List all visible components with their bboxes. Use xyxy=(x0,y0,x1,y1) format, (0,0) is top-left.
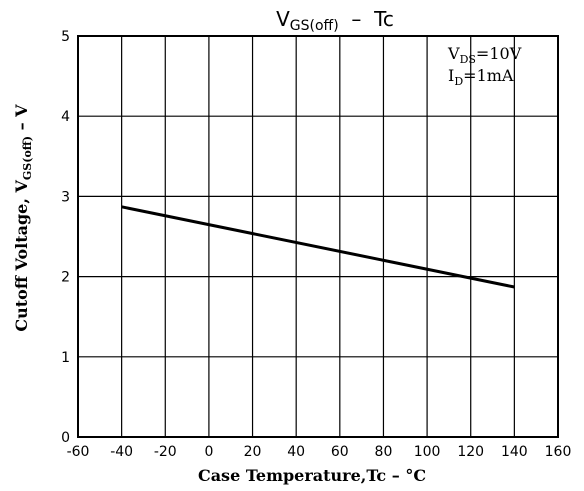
series xyxy=(121,205,515,289)
x-tick-label: -40 xyxy=(110,444,133,460)
condition-vds-main: V xyxy=(447,44,460,63)
grid xyxy=(77,35,559,438)
x-tick-label: 140 xyxy=(501,444,528,460)
condition-vds-sub: DS xyxy=(460,53,476,66)
y-axis-label-main: Cutoff Voltage, V xyxy=(12,180,31,332)
y-tick-label: 0 xyxy=(61,430,70,446)
condition-id-sub: D xyxy=(454,75,463,88)
plot-frame xyxy=(77,35,559,438)
series-line xyxy=(121,205,515,289)
chart-title-main: V xyxy=(276,7,290,31)
y-axis-label: Cutoff Voltage, VGS(off) – V xyxy=(12,104,34,332)
chart-title-rest: – Tc xyxy=(339,7,394,31)
x-tick-label: 0 xyxy=(204,444,213,460)
x-tick-label: -60 xyxy=(67,444,90,460)
y-tick-label: 1 xyxy=(61,350,70,366)
y-tick-label: 2 xyxy=(61,270,70,286)
y-axis-label-rest: – V xyxy=(12,104,31,136)
chart-title-sub: GS(off) xyxy=(290,18,339,34)
condition-id-rest: =1mA xyxy=(463,66,514,85)
tick-labels: -60 -40 -20 0 20 40 60 80 100 120 140 160 0 1 2 3 4 5 xyxy=(61,29,571,460)
x-axis-label: Case Temperature,Tc – °C xyxy=(198,466,426,485)
x-tick-label: 100 xyxy=(414,444,441,460)
x-tick-label: 20 xyxy=(244,444,262,460)
y-tick-label: 4 xyxy=(61,109,70,125)
condition-id: ID=1mA xyxy=(448,66,514,88)
y-axis-label-sub: GS(off) xyxy=(21,136,34,180)
condition-id-main: I xyxy=(448,66,454,85)
y-tick-label: 3 xyxy=(61,189,70,205)
x-tick-label: 40 xyxy=(287,444,305,460)
x-tick-label: -20 xyxy=(154,444,177,460)
x-tick-label: 60 xyxy=(331,444,349,460)
chart-title: VGS(off) – Tc xyxy=(276,7,394,34)
x-tick-label: 160 xyxy=(545,444,572,460)
condition-vds-rest: =10V xyxy=(476,44,522,63)
x-tick-label: 120 xyxy=(457,444,484,460)
x-tick-label: 80 xyxy=(375,444,393,460)
condition-vds: VDS=10V xyxy=(447,44,522,66)
y-tick-label: 5 xyxy=(61,29,70,45)
